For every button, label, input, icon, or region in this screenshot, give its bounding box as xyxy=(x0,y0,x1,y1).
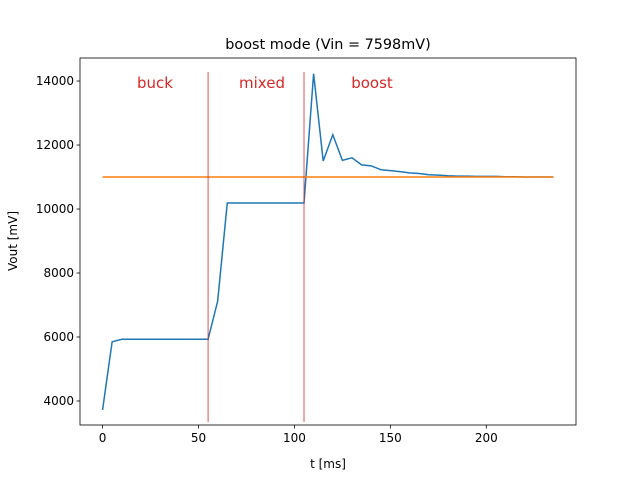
y-tick-label: 6000 xyxy=(43,330,74,344)
x-tick-label: 50 xyxy=(191,431,206,445)
y-axis-label: Vout [mV] xyxy=(6,211,20,271)
y-tick-label: 8000 xyxy=(43,266,74,280)
y-tick-label: 4000 xyxy=(43,394,74,408)
y-tick-label: 12000 xyxy=(36,138,74,152)
y-tick-label: 10000 xyxy=(36,202,74,216)
region-label: buck xyxy=(137,74,173,92)
chart-title: boost mode (Vin = 7598mV) xyxy=(225,37,430,53)
x-tick-label: 200 xyxy=(475,431,498,445)
x-tick-label: 150 xyxy=(379,431,402,445)
x-axis-label: t [ms] xyxy=(310,457,346,471)
region-label: boost xyxy=(351,74,393,92)
x-tick-label: 100 xyxy=(283,431,306,445)
plot-frame xyxy=(79,57,577,426)
x-tick-label: 0 xyxy=(99,431,107,445)
region-label: mixed xyxy=(239,74,285,92)
y-tick-label: 14000 xyxy=(36,74,74,88)
